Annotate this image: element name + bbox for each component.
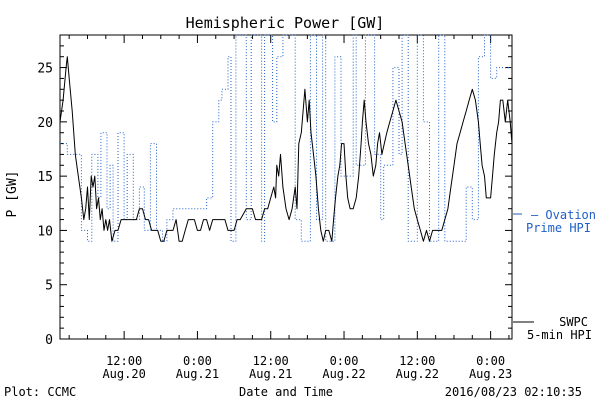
y-tick-label: 5 bbox=[45, 279, 53, 294]
y-axis-ticks: 0 5 10 15 20 25 bbox=[37, 34, 512, 348]
y-tick-label: 25 bbox=[37, 62, 53, 77]
legend-swpc-line2: 5-min HPI bbox=[527, 328, 592, 342]
x-axis-label: Date and Time bbox=[239, 385, 333, 399]
legend-ovation-line1: – Ovation bbox=[531, 208, 596, 222]
x-tick-time-label: 0:00 bbox=[330, 354, 359, 368]
y-tick-label: 15 bbox=[37, 170, 53, 185]
y-tick-label: 10 bbox=[37, 224, 53, 239]
x-tick-date-label: Aug.20 bbox=[102, 367, 145, 381]
x-axis-ticks: 12:00Aug.200:00Aug.2112:00Aug.210:00Aug.… bbox=[68, 35, 512, 381]
legend-swpc-line1: SWPC bbox=[559, 315, 588, 329]
y-axis-label: P [GW] bbox=[5, 171, 20, 218]
series-swpc-5min-hpi bbox=[59, 56, 513, 242]
y-tick-label: 0 bbox=[45, 333, 53, 348]
series-ovation-prime-hpi bbox=[60, 34, 512, 242]
x-tick-time-label: 12:00 bbox=[106, 354, 142, 368]
chart-title: Hemispheric Power [GW] bbox=[186, 14, 385, 32]
legend: – Ovation Prime HPI SWPC 5-min HPI bbox=[513, 208, 596, 342]
x-tick-time-label: 0:00 bbox=[476, 354, 505, 368]
footer-timestamp: 2016/08/23 02:10:35 bbox=[445, 385, 582, 399]
legend-swpc: SWPC 5-min HPI bbox=[513, 315, 592, 342]
x-tick-time-label: 0:00 bbox=[183, 354, 212, 368]
y-tick-label: 20 bbox=[37, 116, 53, 131]
footer-plot-credit: Plot: CCMC bbox=[4, 385, 76, 399]
x-tick-date-label: Aug.22 bbox=[396, 367, 439, 381]
x-tick-date-label: Aug.21 bbox=[176, 367, 219, 381]
x-tick-time-label: 12:00 bbox=[253, 354, 289, 368]
x-tick-time-label: 12:00 bbox=[399, 354, 435, 368]
plot-frame bbox=[59, 34, 513, 340]
legend-ovation: – Ovation Prime HPI bbox=[513, 208, 596, 235]
x-tick-date-label: Aug.22 bbox=[322, 367, 365, 381]
series-layer bbox=[59, 34, 513, 242]
x-tick-date-label: Aug.23 bbox=[469, 367, 512, 381]
legend-ovation-line2: Prime HPI bbox=[526, 221, 591, 235]
x-tick-date-label: Aug.21 bbox=[249, 367, 292, 381]
